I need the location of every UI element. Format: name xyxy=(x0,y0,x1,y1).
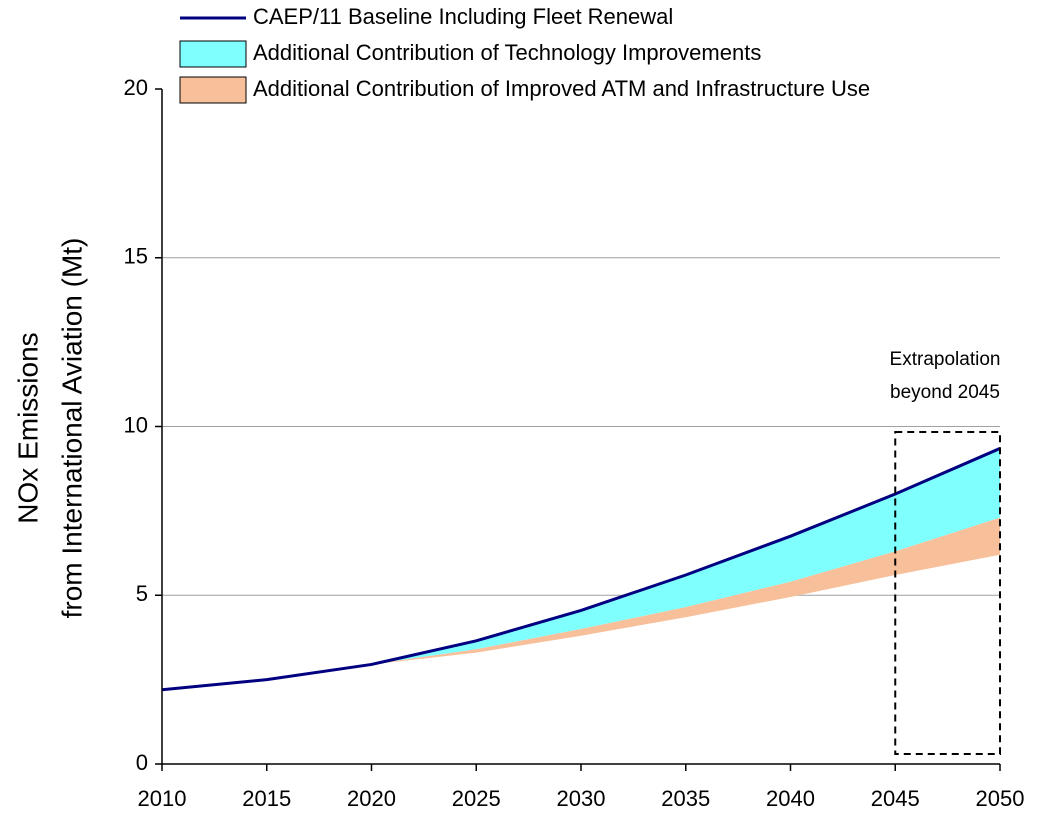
x-tick-label: 2015 xyxy=(242,786,291,811)
annotation: beyond 2045 xyxy=(890,382,1000,403)
y-tick-label: 20 xyxy=(124,75,148,100)
legend-swatch xyxy=(179,40,247,68)
y-tick-label: 5 xyxy=(136,581,148,606)
extrapolation-box xyxy=(894,431,1001,755)
annotation: Extrapolation xyxy=(890,349,1001,370)
y-tick-label: 0 xyxy=(136,750,148,775)
area-band xyxy=(162,448,1000,690)
y-axis-label: NOx Emissions xyxy=(12,332,43,523)
line-series xyxy=(161,447,1001,692)
y-axis-label: from International Aviation (Mt) xyxy=(56,238,87,619)
legend-label: CAEP/11 Baseline Including Fleet Renewal xyxy=(253,4,673,29)
legend-label: Additional Contribution of Improved ATM … xyxy=(253,76,870,101)
x-tick-label: 2020 xyxy=(347,786,396,811)
legend-swatch xyxy=(179,76,247,104)
x-tick-label: 2010 xyxy=(138,786,187,811)
x-tick-label: 2050 xyxy=(976,786,1025,811)
legend-label: Additional Contribution of Technology Im… xyxy=(253,40,761,65)
x-tick-label: 2030 xyxy=(557,786,606,811)
x-tick-label: 2045 xyxy=(871,786,920,811)
x-tick-label: 2035 xyxy=(661,786,710,811)
x-tick-label: 2040 xyxy=(766,786,815,811)
y-tick-label: 15 xyxy=(124,244,148,269)
x-tick-label: 2025 xyxy=(452,786,501,811)
y-tick-label: 10 xyxy=(124,412,148,437)
